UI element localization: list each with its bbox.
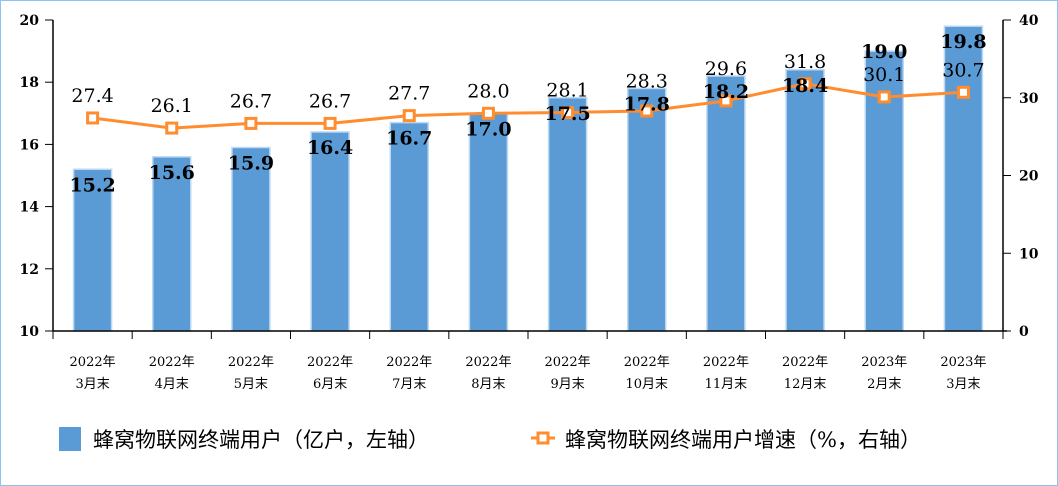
bar-data-label: 17.0: [465, 118, 511, 140]
x-tick-label: 12月末: [784, 377, 827, 392]
x-tick-label: 2022年: [386, 355, 432, 370]
right-tick-label: 0: [1019, 324, 1029, 340]
x-tick-label: 2022年: [624, 355, 670, 370]
bar-data-label: 18.2: [703, 81, 749, 103]
x-tick-label: 2022年: [70, 355, 116, 370]
bar-data-label: 17.5: [544, 103, 590, 125]
line-data-label: 28.3: [626, 70, 668, 92]
bar: [72, 168, 113, 332]
line-data-label: 28.1: [546, 80, 588, 102]
x-tick-label: 4月末: [155, 377, 189, 392]
bar-data-label: 15.6: [149, 162, 195, 184]
line-data-label: 27.7: [388, 83, 430, 105]
x-tick-label: 2023年: [861, 355, 907, 370]
bar: [152, 156, 192, 332]
x-tick-label: 10月末: [625, 377, 668, 392]
line-data-label: 29.6: [705, 58, 747, 80]
x-tick-label: 3月末: [75, 377, 109, 392]
line-marker: [323, 116, 337, 130]
bar: [310, 131, 350, 332]
x-tick-label: 8月末: [471, 377, 505, 392]
legend-line-marker: [536, 431, 550, 445]
x-tick-label: 2022年: [149, 355, 195, 370]
line-data-label: 28.0: [467, 80, 509, 102]
line-data-label: 26.7: [230, 90, 272, 112]
left-tick-label: 14: [20, 200, 40, 216]
line-marker: [877, 90, 891, 104]
x-tick-label: 2022年: [782, 355, 828, 370]
left-tick-label: 12: [20, 262, 39, 278]
line-data-label: 30.7: [942, 59, 984, 81]
bar-data-label: 18.4: [782, 75, 828, 97]
line-marker: [244, 116, 258, 130]
line-data-label: 26.7: [309, 90, 351, 112]
legend-bar-label: 蜂窝物联网终端用户（亿户，左轴）: [93, 428, 429, 452]
legend-line-label: 蜂窝物联网终端用户增速（%，右轴）: [565, 428, 921, 452]
line-data-label: 27.4: [71, 85, 113, 107]
x-tick-label: 7月末: [392, 377, 426, 392]
line-marker: [956, 85, 970, 99]
x-tick-label: 2022年: [228, 355, 274, 370]
bar: [943, 25, 984, 332]
bar-data-label: 16.4: [307, 137, 353, 159]
bar-data-label: 17.8: [624, 93, 670, 115]
x-tick-label: 6月末: [313, 377, 347, 392]
line-marker: [719, 94, 733, 108]
line-marker: [561, 106, 575, 120]
left-tick-label: 18: [20, 75, 39, 91]
x-tick-label: 11月末: [705, 377, 748, 392]
left-tick-label: 10: [20, 324, 40, 340]
line-marker: [481, 106, 495, 120]
right-tick-label: 30: [1019, 91, 1039, 107]
line-marker: [640, 104, 654, 118]
x-tick-label: 2月末: [867, 377, 901, 392]
bar-data-label: 16.7: [386, 128, 432, 150]
bar-data-label: 19.0: [861, 41, 907, 63]
right-tick-label: 40: [1019, 13, 1039, 29]
bar-data-label: 15.2: [69, 174, 115, 196]
line-marker: [165, 121, 179, 135]
bar-data-label: 19.8: [940, 31, 986, 53]
x-tick-label: 2022年: [703, 355, 749, 370]
line-marker: [798, 77, 812, 91]
left-tick-label: 20: [20, 13, 40, 29]
bar-data-label: 15.9: [228, 153, 274, 175]
line-data-label: 30.1: [863, 64, 905, 86]
bar: [706, 75, 746, 332]
bar: [547, 97, 588, 332]
legend-bar-swatch: [59, 427, 81, 451]
bar: [389, 121, 429, 332]
right-tick-label: 20: [1019, 169, 1039, 185]
x-tick-label: 2022年: [545, 355, 591, 370]
line-marker: [86, 111, 100, 125]
left-tick-label: 16: [20, 137, 39, 153]
x-tick-label: 3月末: [946, 377, 980, 392]
x-tick-label: 9月末: [550, 377, 584, 392]
x-tick-label: 2022年: [465, 355, 511, 370]
bar: [627, 87, 667, 332]
line-data-label: 31.8: [784, 51, 826, 73]
line-marker: [402, 109, 416, 123]
bar: [785, 69, 825, 332]
growth-line: [92, 82, 964, 130]
line-data-label: 26.1: [151, 95, 193, 117]
x-tick-label: 5月末: [234, 377, 268, 392]
bar: [468, 112, 509, 332]
x-tick-label: 2023年: [940, 355, 986, 370]
x-tick-label: 2022年: [307, 355, 353, 370]
right-tick-label: 10: [1019, 246, 1039, 262]
bar: [231, 146, 271, 332]
